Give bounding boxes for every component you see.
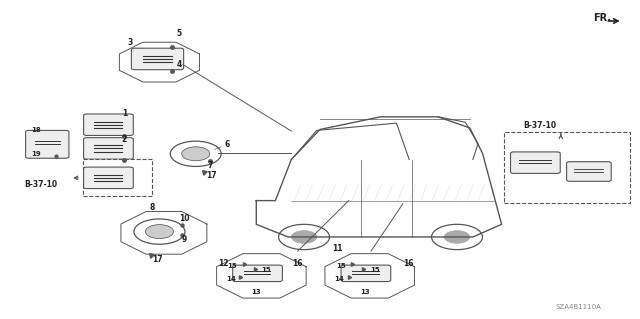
Text: SZA4B1110A: SZA4B1110A — [555, 305, 601, 310]
Text: 15: 15 — [228, 263, 237, 269]
Circle shape — [145, 225, 173, 239]
Text: 11: 11 — [332, 244, 342, 253]
FancyBboxPatch shape — [26, 130, 69, 158]
Text: 17: 17 — [152, 255, 163, 263]
FancyBboxPatch shape — [341, 265, 391, 282]
Text: 4: 4 — [177, 60, 182, 69]
Circle shape — [182, 147, 210, 161]
Text: 14: 14 — [334, 276, 344, 282]
FancyBboxPatch shape — [84, 167, 133, 189]
Text: B-37-10: B-37-10 — [24, 180, 58, 189]
Text: 12: 12 — [218, 259, 228, 268]
Text: 1: 1 — [122, 108, 127, 117]
Circle shape — [291, 231, 317, 243]
Text: 8: 8 — [150, 203, 155, 212]
Text: 9: 9 — [182, 235, 187, 244]
Text: 16: 16 — [403, 259, 413, 268]
Circle shape — [444, 231, 470, 243]
Text: 15: 15 — [336, 263, 346, 269]
Text: 16: 16 — [292, 259, 303, 268]
Text: 18: 18 — [31, 127, 42, 133]
Text: 10: 10 — [179, 214, 189, 223]
Text: B-37-10: B-37-10 — [524, 121, 556, 130]
FancyBboxPatch shape — [511, 152, 560, 174]
Text: 19: 19 — [31, 151, 42, 157]
Text: FR.: FR. — [593, 13, 611, 23]
Text: 15: 15 — [261, 267, 271, 273]
Text: 15: 15 — [370, 267, 380, 273]
Text: 5: 5 — [176, 29, 181, 38]
FancyBboxPatch shape — [566, 162, 611, 181]
FancyBboxPatch shape — [84, 138, 133, 159]
FancyBboxPatch shape — [84, 114, 133, 136]
Text: 7: 7 — [208, 161, 213, 170]
Text: 6: 6 — [225, 140, 230, 149]
Text: 2: 2 — [122, 135, 127, 145]
Text: 14: 14 — [226, 276, 236, 282]
FancyBboxPatch shape — [131, 48, 184, 70]
Text: 17: 17 — [206, 171, 217, 181]
Text: 13: 13 — [360, 289, 369, 295]
FancyBboxPatch shape — [504, 132, 630, 203]
FancyBboxPatch shape — [83, 159, 152, 197]
Text: 3: 3 — [127, 38, 132, 47]
FancyBboxPatch shape — [233, 265, 282, 282]
Text: 13: 13 — [252, 289, 261, 295]
